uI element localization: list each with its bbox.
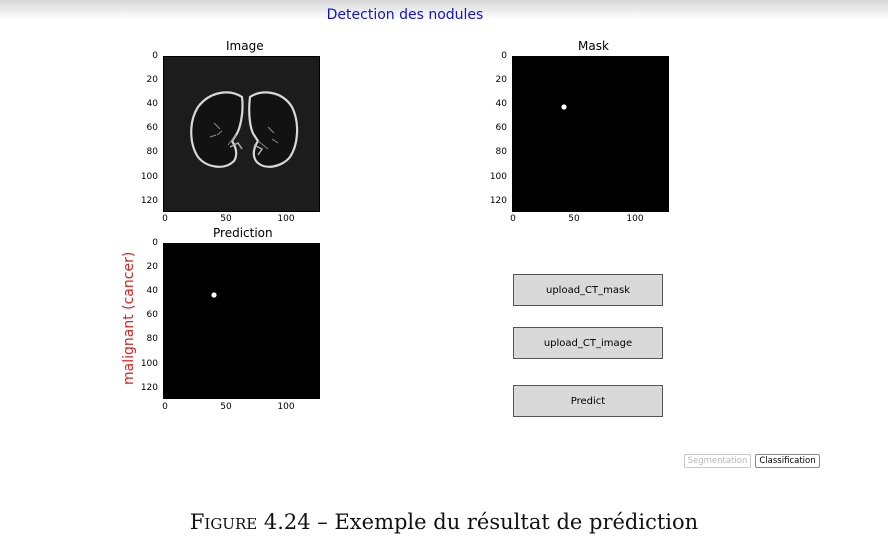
x-tick-label: 50 [220, 402, 232, 412]
y-tick-label: 80 [495, 147, 507, 157]
mask-canvas [512, 56, 669, 212]
x-tick-label: 100 [277, 402, 295, 412]
y-tick-label: 100 [140, 359, 158, 369]
y-tick-label: 20 [495, 75, 507, 85]
figure-label: Figure 4.24 [189, 510, 311, 534]
y-tick-label: 100 [140, 172, 158, 182]
ct-scan-image [164, 57, 319, 211]
window-top-bar [0, 0, 888, 20]
mask-plot-title: Mask [578, 39, 609, 53]
y-tick-label: 100 [489, 172, 507, 182]
y-tick-label: 120 [140, 196, 158, 206]
y-tick-label: 0 [152, 51, 158, 61]
y-tick-label: 80 [146, 334, 158, 344]
y-tick-label: 0 [152, 238, 158, 248]
y-tick-label: 20 [146, 75, 158, 85]
upload-ct-mask-button[interactable]: upload_CT_mask [513, 274, 663, 306]
prediction-plot-title: Prediction [213, 226, 273, 240]
x-tick-label: 50 [220, 214, 232, 224]
nodule-marker [561, 104, 567, 110]
mask-image [513, 57, 668, 211]
image-plot-title: Image [226, 39, 264, 53]
tab-segmentation[interactable]: Segmentation [684, 454, 751, 468]
figure-caption-text: – Exemple du résultat de prédiction [310, 510, 699, 534]
x-tick-label: 50 [568, 214, 580, 224]
upload-ct-image-button[interactable]: upload_CT_image [513, 327, 663, 359]
y-tick-label: 40 [146, 286, 158, 296]
app-title: Detection des nodules [326, 7, 484, 23]
y-tick-label: 60 [146, 123, 158, 133]
y-tick-label: 120 [489, 196, 507, 206]
x-tick-label: 100 [626, 214, 644, 224]
figure-caption: Figure 4.24 – Exemple du résultat de pré… [0, 510, 888, 534]
y-tick-label: 40 [495, 99, 507, 109]
y-tick-label: 80 [146, 147, 158, 157]
predicted-nodule-marker [211, 292, 217, 298]
x-tick-label: 0 [162, 214, 168, 224]
classification-result-label: malignant (cancer) [121, 251, 137, 385]
predict-button[interactable]: Predict [513, 385, 663, 417]
y-tick-label: 120 [140, 383, 158, 393]
y-tick-label: 20 [146, 262, 158, 272]
tab-classification[interactable]: Classification [755, 454, 820, 468]
y-tick-label: 0 [501, 51, 507, 61]
prediction-image [164, 244, 319, 398]
y-tick-label: 60 [495, 123, 507, 133]
prediction-canvas [163, 243, 320, 399]
y-tick-label: 60 [146, 310, 158, 320]
x-tick-label: 0 [510, 214, 516, 224]
x-tick-label: 100 [277, 214, 295, 224]
y-tick-label: 40 [146, 99, 158, 109]
image-canvas [163, 56, 320, 212]
x-tick-label: 0 [162, 402, 168, 412]
